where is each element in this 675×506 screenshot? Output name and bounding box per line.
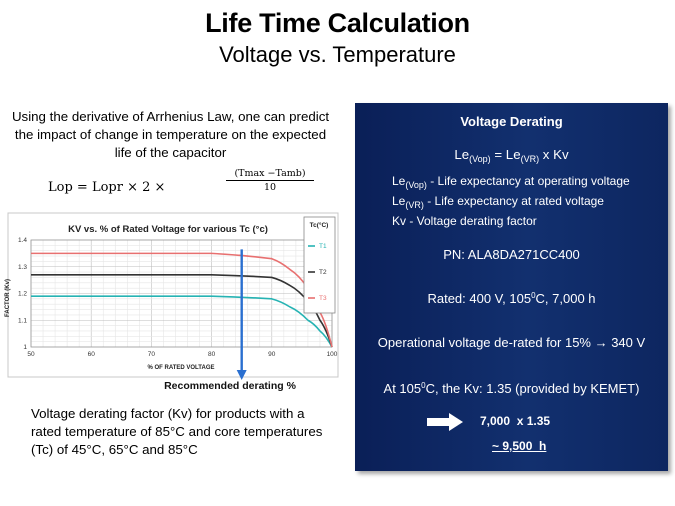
slide-subtitle: Voltage vs. Temperature — [219, 42, 456, 67]
definitions-list: Le(Vop) - Life expectancy at operating v… — [392, 173, 662, 229]
equation-mid: = Le — [490, 147, 521, 162]
x-tick-label: 80 — [208, 351, 216, 358]
legend-box — [303, 216, 336, 314]
derating-equation: Le(Vop) = Le(VR) x Kv — [355, 147, 668, 164]
chart-ticks: 50 60 70 80 90 100 1 1.1 1.2 1.3 1.4 — [18, 237, 338, 358]
definition-kv: Kv - Voltage derating factor — [392, 214, 537, 228]
legend-title: Tc(°C) — [310, 221, 329, 229]
slide-title: Life Time Calculation — [205, 8, 470, 38]
x-tick-label: 90 — [268, 351, 276, 358]
y-axis-label: FACTOR (Kv) — [5, 279, 11, 317]
voltage-derating-panel: Voltage Derating Le(Vop) = Le(VR) x Kv L… — [355, 103, 668, 471]
intro-paragraph: Using the derivative of Arrhenius Law, o… — [11, 109, 330, 160]
recommended-derating-marker — [236, 249, 247, 380]
kv-derating-chart: KV vs. % of Rated Voltage for various Tc… — [5, 212, 339, 392]
formula-denominator: 10 — [263, 182, 277, 193]
arrhenius-formula: Lop = Lopr × 2 × (Tmax −Tamb) 10 — [48, 168, 314, 202]
chart-title: KV vs. % of Rated Voltage for various Tc… — [68, 224, 268, 235]
y-tick-label: 1.1 — [18, 317, 27, 324]
kv-description: Voltage derating factor (Kv) for product… — [31, 406, 323, 457]
equation-tail: x Kv — [539, 147, 569, 162]
lifetime-result: ~ 9,500 h — [492, 439, 547, 453]
rated-spec: Rated: 400 V, 1050C, 7,000 h — [427, 291, 596, 306]
equation-sub-vr: (VR) — [520, 154, 540, 164]
x-tick-label: 60 — [88, 351, 96, 358]
lifetime-calculation: 7,000 x 1.35 — [480, 414, 551, 428]
legend-label-t2: T2 — [319, 269, 327, 276]
x-tick-label: 70 — [148, 351, 156, 358]
series-line-t1 — [31, 295, 333, 348]
right-arrow-icon — [427, 413, 463, 431]
part-number: PN: ALA8DA271CC400 — [443, 247, 580, 262]
definition-le-vr: Le(VR) - Life expectancy at rated voltag… — [392, 194, 604, 210]
chart-border — [7, 212, 339, 378]
definition-le-vop: Le(Vop) - Life expectancy at operating v… — [392, 174, 630, 190]
y-tick-label: 1.2 — [18, 291, 27, 298]
operational-derating: Operational voltage de-rated for 15% → 3… — [377, 335, 646, 350]
legend-label-t3: T3 — [319, 295, 327, 302]
equation-sub-vop: (Vop) — [469, 154, 491, 164]
x-axis-label: % OF RATED VOLTAGE — [148, 365, 215, 371]
marker-arrowhead-icon — [236, 370, 247, 380]
chart-grid — [30, 239, 333, 348]
formula-numerator: (Tmax −Tamb) — [226, 168, 314, 181]
chart-legend: Tc(°C) T1 T2 T3 — [303, 216, 336, 314]
recommended-derating-label: Recommended derating % — [164, 380, 297, 392]
x-tick-label: 100 — [327, 351, 338, 358]
y-tick-label: 1.4 — [18, 237, 27, 244]
y-tick-label: 1.3 — [18, 264, 27, 271]
legend-label-t1: T1 — [319, 243, 327, 250]
formula-exponent: (Tmax −Tamb) 10 — [226, 168, 314, 193]
panel-heading: Voltage Derating — [460, 114, 563, 129]
equation-le: Le — [454, 147, 470, 162]
kv-value-line: At 1050C, the Kv: 1.35 (provided by KEME… — [383, 381, 640, 396]
y-tick-label: 1 — [23, 344, 27, 351]
series-line-t2 — [30, 273, 333, 348]
x-tick-label: 50 — [27, 351, 35, 358]
formula-base: Lop = Lopr × 2 × — [48, 180, 166, 195]
